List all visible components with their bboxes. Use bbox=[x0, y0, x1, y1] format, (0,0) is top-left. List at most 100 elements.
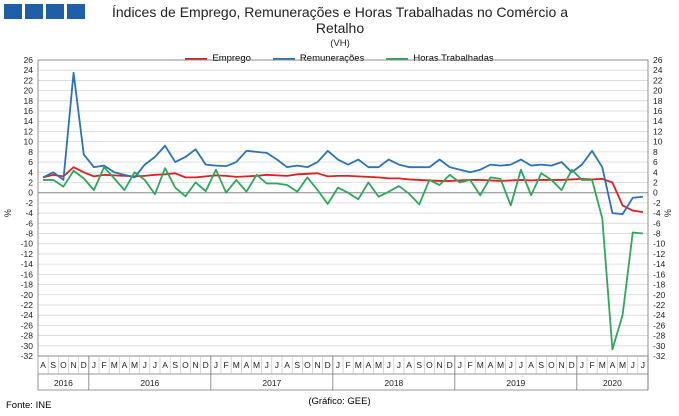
x-tick-label: J bbox=[509, 360, 513, 370]
y-tick-label-right: -14 bbox=[653, 259, 666, 269]
y-tick-label-right: -10 bbox=[653, 239, 666, 249]
y-tick-label-right: 24 bbox=[653, 65, 663, 75]
y-tick-label-right: -26 bbox=[653, 320, 666, 330]
x-tick-label: F bbox=[101, 360, 106, 370]
x-tick-label: J bbox=[458, 360, 462, 370]
year-label: 2019 bbox=[506, 378, 525, 388]
x-tick-label: O bbox=[60, 360, 67, 370]
x-tick-label: N bbox=[71, 360, 77, 370]
x-tick-label: M bbox=[131, 360, 138, 370]
y-tick-label-right: -30 bbox=[653, 341, 666, 351]
y-axis-label-left: % bbox=[3, 209, 13, 217]
y-tick-label-left: 10 bbox=[24, 137, 34, 147]
series-line-horas-trabalhadas bbox=[43, 166, 644, 351]
x-tick-label: M bbox=[599, 360, 606, 370]
x-tick-label: J bbox=[397, 360, 401, 370]
x-tick-label: S bbox=[172, 360, 178, 370]
y-tick-label-right: -2 bbox=[653, 198, 661, 208]
legend-item: Horas Trabalhadas bbox=[386, 53, 494, 64]
y-tick-label-left: -26 bbox=[21, 320, 34, 330]
y-tick-label-left: 26 bbox=[24, 55, 34, 65]
x-tick-label: A bbox=[122, 360, 128, 370]
x-tick-label: J bbox=[143, 360, 147, 370]
x-tick-label: A bbox=[610, 360, 616, 370]
x-tick-label: D bbox=[325, 360, 331, 370]
x-tick-label: M bbox=[477, 360, 484, 370]
logo-block bbox=[67, 4, 85, 19]
y-axis-label-right: % bbox=[663, 209, 673, 217]
year-label: 2016 bbox=[54, 378, 73, 388]
y-tick-label-right: -4 bbox=[653, 208, 661, 218]
plot-frame bbox=[37, 59, 649, 357]
x-tick-label: D bbox=[81, 360, 87, 370]
x-tick-label: A bbox=[528, 360, 534, 370]
y-tick-label-left: -2 bbox=[25, 198, 33, 208]
legend-item: Emprego bbox=[185, 53, 251, 64]
year-label: 2016 bbox=[140, 378, 159, 388]
x-tick-label: J bbox=[387, 360, 391, 370]
x-tick-label: A bbox=[284, 360, 290, 370]
legend-label: Remunerações bbox=[299, 53, 365, 64]
logo-block bbox=[25, 4, 43, 19]
chart-subtitle: (VH) bbox=[330, 38, 350, 49]
y-tick-label-right: -16 bbox=[653, 269, 666, 279]
x-tick-label: M bbox=[375, 360, 382, 370]
y-tick-label-left: -8 bbox=[25, 229, 33, 239]
x-tick-label: O bbox=[304, 360, 311, 370]
y-tick-label-left: -28 bbox=[21, 331, 34, 341]
y-tick-label-left: 4 bbox=[28, 167, 33, 177]
logo-block bbox=[46, 4, 64, 19]
x-tick-label: O bbox=[548, 360, 555, 370]
logo-block bbox=[4, 4, 22, 19]
y-tick-label-left: 2 bbox=[28, 177, 33, 187]
x-tick-label: O bbox=[182, 360, 189, 370]
x-tick-label: M bbox=[253, 360, 260, 370]
y-tick-label-left: -30 bbox=[21, 341, 34, 351]
x-tick-label: M bbox=[111, 360, 118, 370]
x-tick-label: M bbox=[619, 360, 626, 370]
series-line-emprego bbox=[42, 166, 644, 213]
y-tick-label-right: -18 bbox=[653, 280, 666, 290]
y-tick-label-left: 0 bbox=[28, 188, 33, 198]
y-tick-label-right: 22 bbox=[653, 75, 663, 85]
y-tick-label-left: 6 bbox=[28, 157, 33, 167]
y-tick-label-right: 26 bbox=[653, 55, 663, 65]
x-tick-label: J bbox=[92, 360, 96, 370]
series-line-remunerações bbox=[42, 71, 644, 216]
x-tick-label: D bbox=[203, 360, 209, 370]
x-tick-label: N bbox=[315, 360, 321, 370]
y-tick-label-left: -10 bbox=[21, 239, 34, 249]
y-tick-label-left: -20 bbox=[21, 290, 34, 300]
x-tick-label: F bbox=[345, 360, 350, 370]
y-tick-label-left: -6 bbox=[25, 218, 33, 228]
y-tick-label-right: 20 bbox=[653, 86, 663, 96]
year-label: 2020 bbox=[603, 378, 622, 388]
y-tick-label-left: -24 bbox=[21, 310, 34, 320]
x-tick-label: S bbox=[416, 360, 422, 370]
legend-label: Horas Trabalhadas bbox=[413, 53, 494, 64]
y-tick-label-right: 10 bbox=[653, 137, 663, 147]
y-tick-label-right: 0 bbox=[653, 188, 658, 198]
x-tick-label: N bbox=[193, 360, 199, 370]
y-tick-label-right: -6 bbox=[653, 218, 661, 228]
x-tick-label: F bbox=[223, 360, 228, 370]
x-tick-label: J bbox=[641, 360, 645, 370]
y-tick-label-left: 20 bbox=[24, 86, 34, 96]
x-tick-label: M bbox=[497, 360, 504, 370]
y-tick-label-left: 18 bbox=[24, 96, 34, 106]
y-tick-label-left: 12 bbox=[24, 126, 34, 136]
legend-swatch bbox=[185, 57, 208, 60]
chart-source: Fonte: INE bbox=[6, 400, 52, 411]
year-label: 2018 bbox=[384, 378, 403, 388]
x-tick-label: M bbox=[355, 360, 362, 370]
x-tick-label: D bbox=[569, 360, 575, 370]
y-tick-label-left: -12 bbox=[21, 249, 34, 259]
y-tick-label-left: 14 bbox=[24, 116, 34, 126]
y-tick-label-left: -22 bbox=[21, 300, 34, 310]
x-tick-label: J bbox=[275, 360, 279, 370]
x-tick-label: S bbox=[294, 360, 300, 370]
chart-title: Índices de Emprego, Remunerações e Horas… bbox=[111, 4, 569, 36]
y-tick-label-right: 6 bbox=[653, 157, 658, 167]
x-tick-label: A bbox=[488, 360, 494, 370]
